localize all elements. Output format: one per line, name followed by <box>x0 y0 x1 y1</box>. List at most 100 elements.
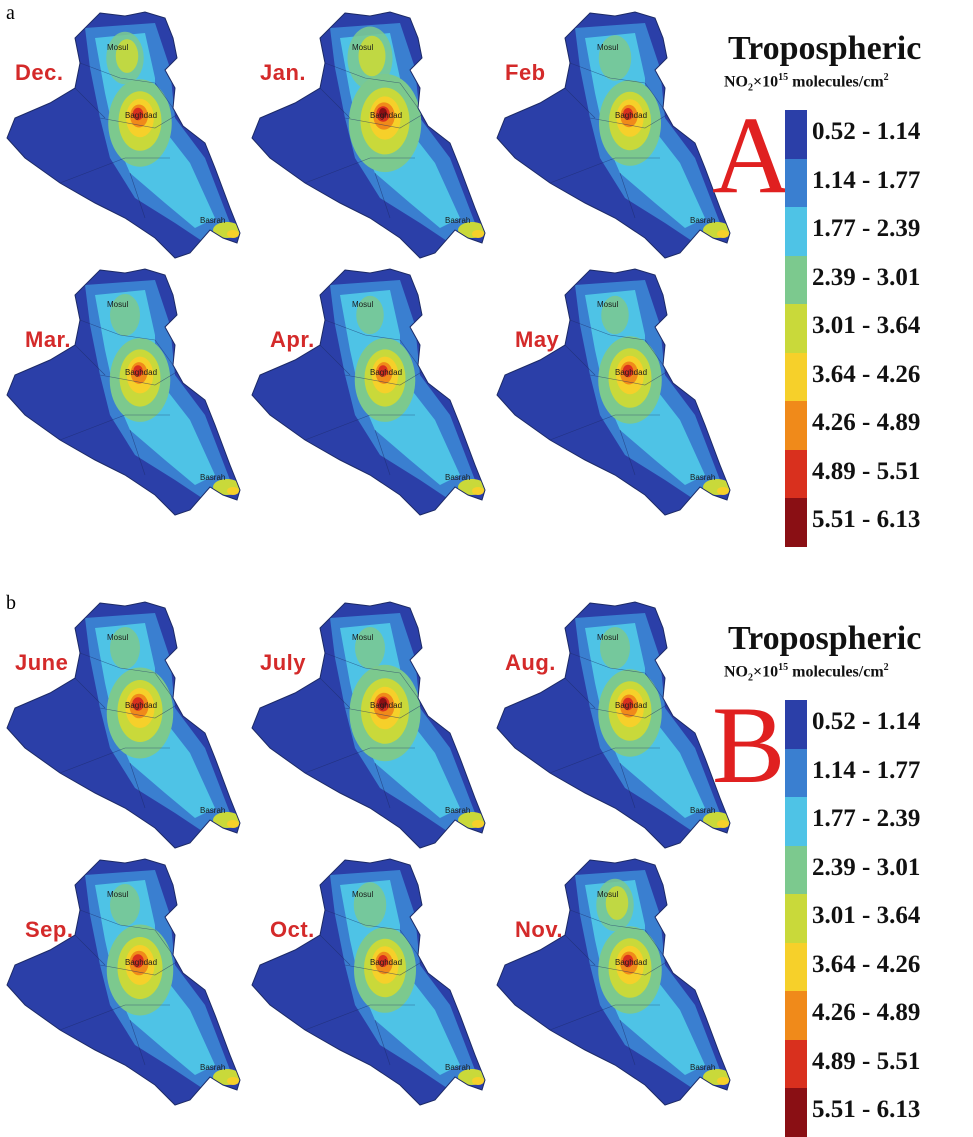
legend-title: Tropospheric <box>728 30 922 67</box>
legend-range-label: 4.26 - 4.89 <box>812 999 921 1026</box>
map-dec: Mosul Baghdad Basrah <box>5 8 245 263</box>
legend-range-label: 5.51 - 6.13 <box>812 506 921 533</box>
legend-range-label: 4.89 - 5.51 <box>812 457 921 485</box>
month-label: Jan. <box>260 60 307 85</box>
city-label-basrah: Basrah <box>690 1063 715 1072</box>
city-label-mosul: Mosul <box>107 300 129 309</box>
panel-letter-b: b <box>6 592 16 614</box>
map-apr: Mosul Baghdad Basrah <box>250 265 490 520</box>
month-label: Nov. <box>515 917 564 942</box>
map-june: Mosul Baghdad Basrah <box>5 598 245 853</box>
city-label-mosul: Mosul <box>107 633 129 642</box>
city-label-baghdad: Baghdad <box>615 958 647 967</box>
legend-unit: NO2×1015 molecules/cm2 <box>724 662 889 684</box>
legend-swatch <box>785 352 807 401</box>
city-label-mosul: Mosul <box>597 633 619 642</box>
month-label: Apr. <box>270 327 315 352</box>
legend-range-label: 1.14 - 1.77 <box>812 166 921 194</box>
legend-swatch <box>785 158 807 207</box>
city-label-basrah: Basrah <box>200 216 225 225</box>
city-label-baghdad: Baghdad <box>370 701 402 710</box>
map-mar: Mosul Baghdad Basrah <box>5 265 245 520</box>
city-label-basrah: Basrah <box>200 473 225 482</box>
legend-big-letter: B <box>712 684 786 806</box>
month-label: Aug. <box>505 650 556 675</box>
legend-swatch <box>785 401 807 450</box>
city-label-basrah: Basrah <box>690 806 715 815</box>
legend-range-label: 1.77 - 2.39 <box>812 215 921 242</box>
city-label-mosul: Mosul <box>597 300 619 309</box>
legend-swatch <box>785 207 807 256</box>
legend-unit: NO2×1015 molecules/cm2 <box>724 72 889 94</box>
legend-range-label: 0.52 - 1.14 <box>812 118 921 145</box>
legend-range-label: 1.14 - 1.77 <box>812 756 921 784</box>
legend-swatch <box>785 991 807 1040</box>
panel-letter-a: a <box>6 2 15 24</box>
city-label-basrah: Basrah <box>445 806 470 815</box>
legend-swatch <box>785 304 807 353</box>
legend-range-label: 3.01 - 3.64 <box>812 312 921 339</box>
legend-big-letter: A <box>712 94 792 216</box>
legend-title: Tropospheric <box>728 620 922 657</box>
legend-range-label: 2.39 - 3.01 <box>812 853 921 881</box>
legend-range-label: 3.64 - 4.26 <box>812 950 921 978</box>
city-label-mosul: Mosul <box>597 890 619 899</box>
city-label-baghdad: Baghdad <box>370 958 402 967</box>
city-label-baghdad: Baghdad <box>615 368 647 377</box>
city-label-baghdad: Baghdad <box>125 368 157 377</box>
legend-range-label: 5.51 - 6.13 <box>812 1096 921 1123</box>
city-label-baghdad: Baghdad <box>125 111 157 120</box>
month-label: Sep. <box>25 917 74 942</box>
legend-swatch <box>785 942 807 991</box>
city-label-baghdad: Baghdad <box>615 701 647 710</box>
legend-swatch <box>785 748 807 797</box>
legend-swatch <box>785 845 807 894</box>
city-label-basrah: Basrah <box>445 216 470 225</box>
legend-swatch <box>785 449 807 498</box>
map-july: Mosul Baghdad Basrah <box>250 598 490 853</box>
legend-range-label: 1.77 - 2.39 <box>812 805 921 832</box>
city-label-baghdad: Baghdad <box>370 368 402 377</box>
legend-swatch <box>785 1088 807 1137</box>
city-label-baghdad: Baghdad <box>370 111 402 120</box>
month-label: Oct. <box>270 917 315 942</box>
month-label: June <box>15 650 69 675</box>
legend-range-label: 3.01 - 3.64 <box>812 902 921 929</box>
map-oct: Mosul Baghdad Basrah <box>250 855 490 1110</box>
city-label-baghdad: Baghdad <box>125 701 157 710</box>
city-label-mosul: Mosul <box>352 300 374 309</box>
city-label-mosul: Mosul <box>107 43 129 52</box>
city-label-baghdad: Baghdad <box>125 958 157 967</box>
city-label-basrah: Basrah <box>445 1063 470 1072</box>
month-label: May <box>515 327 560 352</box>
map-sep: Mosul Baghdad Basrah <box>5 855 245 1110</box>
legend-swatch <box>785 110 807 159</box>
month-label: Mar. <box>25 327 72 352</box>
map-may: Mosul Baghdad Basrah <box>495 265 735 520</box>
city-label-basrah: Basrah <box>690 473 715 482</box>
legend-range-label: 0.52 - 1.14 <box>812 708 921 735</box>
legend-range-label: 2.39 - 3.01 <box>812 263 921 291</box>
month-label: Feb <box>505 60 546 85</box>
legend-swatch <box>785 894 807 943</box>
city-label-mosul: Mosul <box>107 890 129 899</box>
city-label-mosul: Mosul <box>352 633 374 642</box>
legend-swatch <box>785 700 807 749</box>
legend-swatch <box>785 1039 807 1088</box>
legend-range-label: 4.89 - 5.51 <box>812 1047 921 1075</box>
city-label-basrah: Basrah <box>690 216 715 225</box>
map-feb: Mosul Baghdad Basrah <box>495 8 735 263</box>
map-jan: Mosul Baghdad Basrah <box>250 8 490 263</box>
map-nov: Mosul Baghdad Basrah <box>495 855 735 1110</box>
city-label-basrah: Basrah <box>200 806 225 815</box>
legend-swatch <box>785 255 807 304</box>
legend-swatch <box>785 797 807 846</box>
city-label-baghdad: Baghdad <box>615 111 647 120</box>
month-label: July <box>260 650 307 675</box>
legend-range-label: 4.26 - 4.89 <box>812 409 921 436</box>
legend-range-label: 3.64 - 4.26 <box>812 360 921 388</box>
month-label: Dec. <box>15 60 64 85</box>
city-label-mosul: Mosul <box>597 43 619 52</box>
map-aug: Mosul Baghdad Basrah <box>495 598 735 853</box>
city-label-mosul: Mosul <box>352 890 374 899</box>
